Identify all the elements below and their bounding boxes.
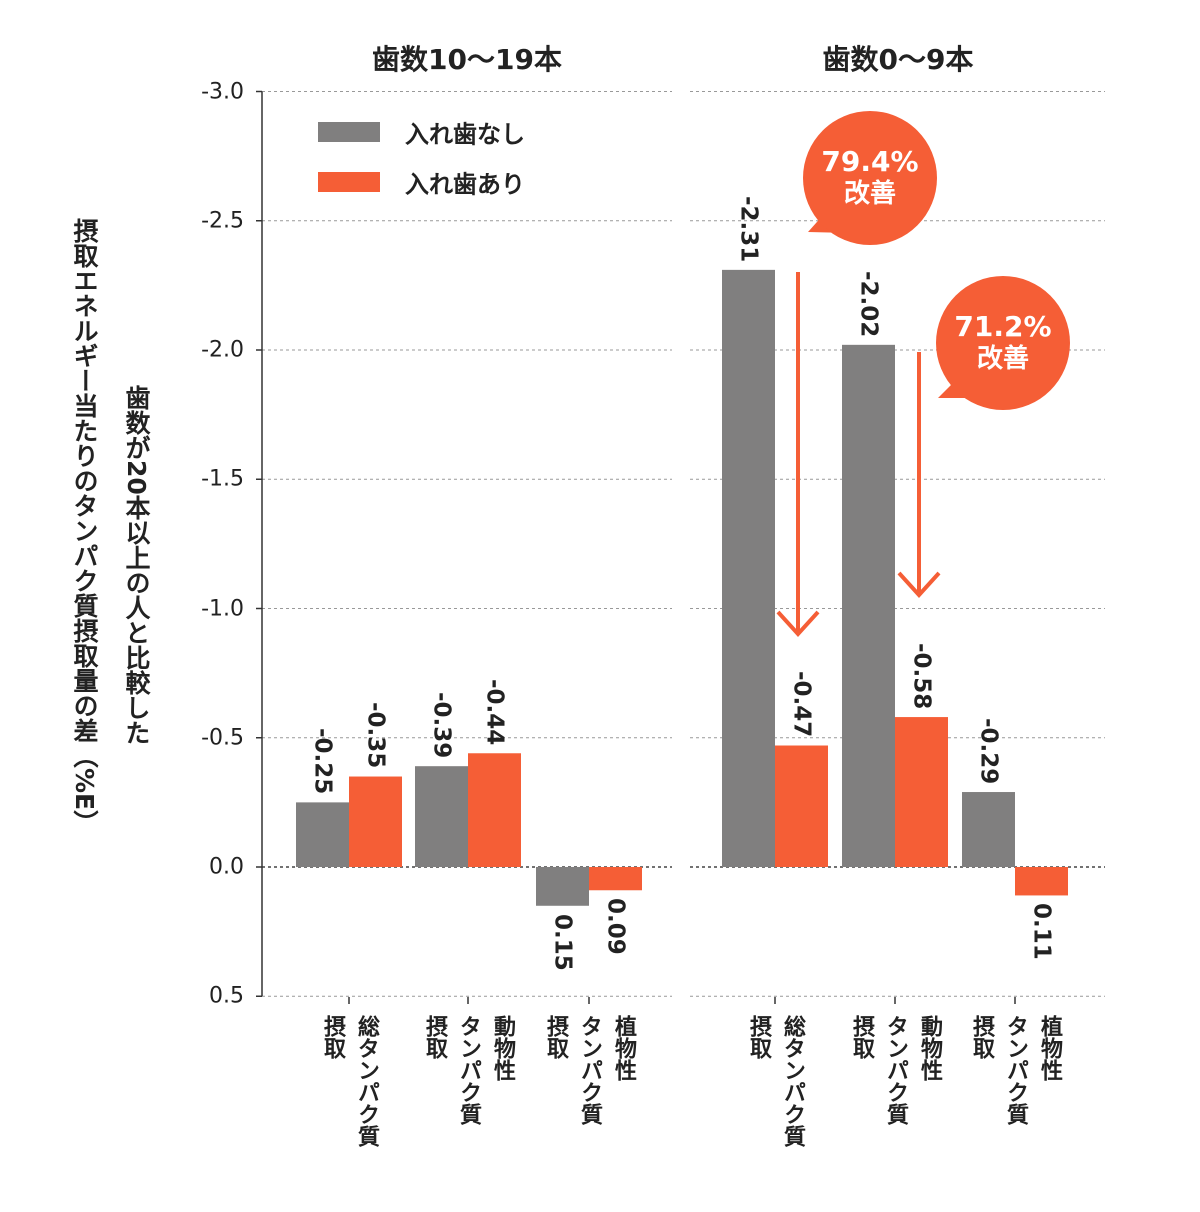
callout-text: 79.4% 改善 bbox=[821, 146, 918, 210]
bar-denture bbox=[349, 776, 402, 867]
legend-swatch-denture bbox=[318, 172, 380, 192]
data-label: -0.25 bbox=[309, 728, 336, 795]
improvement-percent: 79.4% bbox=[821, 145, 919, 178]
data-label: -0.44 bbox=[481, 678, 508, 746]
y-axis-title-line1: 歯数が20本以上の人と比較した bbox=[122, 385, 151, 745]
bar-no-denture bbox=[842, 344, 895, 868]
arrow-head-icon bbox=[776, 610, 820, 637]
bar-denture bbox=[1015, 867, 1068, 896]
data-label: -2.31 bbox=[735, 195, 762, 262]
y-tick-label: -2.5 bbox=[201, 208, 244, 234]
data-label: -0.35 bbox=[362, 702, 389, 769]
y-tick-label: -3.0 bbox=[201, 79, 244, 104]
bar-no-denture bbox=[296, 802, 349, 867]
category-label: 総タンパク質 摂取 bbox=[320, 1015, 379, 1147]
data-label: -0.39 bbox=[428, 691, 455, 759]
arrow-head-icon bbox=[897, 571, 941, 598]
bar-no-denture bbox=[962, 792, 1015, 867]
bar-denture bbox=[468, 753, 521, 867]
data-label: -0.58 bbox=[908, 642, 935, 710]
bar-denture bbox=[589, 867, 642, 891]
data-label: 0.15 bbox=[549, 913, 576, 971]
data-label: 0.11 bbox=[1028, 903, 1055, 961]
legend-swatch-no-denture bbox=[318, 122, 380, 142]
y-tick-label: -1.5 bbox=[201, 466, 244, 492]
y-axis-title-line2: 摂取エネルギー当たりのタンパク質摂取量の差（%E） bbox=[70, 218, 99, 836]
improvement-label: 改善 bbox=[976, 344, 1030, 374]
improvement-percent: 71.2% bbox=[954, 310, 1052, 343]
data-label: 0.09 bbox=[602, 898, 629, 955]
legend-label-no-denture: 入れ歯なし bbox=[405, 120, 525, 149]
y-tick-label: -1.0 bbox=[201, 596, 244, 621]
improvement-label: 改善 bbox=[843, 179, 897, 209]
panel-title-left: 歯数10～19本 bbox=[372, 43, 562, 76]
panel-title-right: 歯数0～9本 bbox=[822, 43, 974, 76]
callout-bubble bbox=[936, 276, 1070, 410]
bar-no-denture bbox=[415, 766, 468, 867]
bar-no-denture bbox=[536, 867, 589, 906]
legend-label-denture: 入れ歯あり bbox=[405, 170, 525, 199]
y-tick-label: -2.0 bbox=[201, 337, 244, 363]
bar-denture bbox=[775, 745, 828, 867]
callout-bubble bbox=[803, 111, 937, 245]
data-label: -0.29 bbox=[975, 717, 1002, 785]
bar-denture bbox=[895, 717, 948, 867]
y-tick-label: -0.5 bbox=[201, 725, 244, 751]
category-label: 植物性 タンパク質 摂取 bbox=[969, 1015, 1062, 1125]
bar-no-denture bbox=[722, 269, 775, 867]
callout-text: 71.2% 改善 bbox=[954, 311, 1051, 375]
y-tick-label: 0.0 bbox=[209, 854, 244, 880]
y-tick-label: 0.5 bbox=[209, 983, 244, 1009]
category-label: 総タンパク質 摂取 bbox=[746, 1015, 805, 1147]
data-label: -0.47 bbox=[788, 671, 815, 738]
category-label: 動物性 タンパク質 摂取 bbox=[849, 1015, 942, 1125]
data-label: -2.02 bbox=[855, 270, 882, 337]
category-label: 植物性 タンパク質 摂取 bbox=[543, 1015, 636, 1125]
category-label: 動物性 タンパク質 摂取 bbox=[422, 1015, 515, 1125]
